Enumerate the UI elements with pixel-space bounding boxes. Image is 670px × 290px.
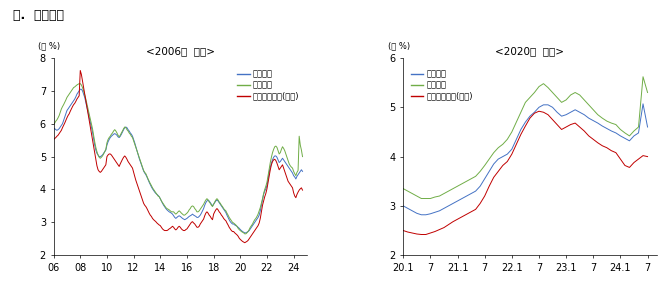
Title: <2006년  이후>: <2006년 이후> bbox=[146, 46, 215, 56]
Title: <2020년  이후>: <2020년 이후> bbox=[495, 46, 564, 56]
Text: 다.  대출금리: 다. 대출금리 bbox=[13, 9, 64, 22]
Text: (연 %): (연 %) bbox=[388, 41, 410, 50]
Text: (연 %): (연 %) bbox=[38, 41, 60, 50]
Legend: 가계대출, 기업대출, 주택담보대출(가계): 가계대출, 기업대출, 주택담보대출(가계) bbox=[234, 66, 303, 104]
Legend: 가계대출, 기업대출, 주택담보대출(가계): 가계대출, 기업대출, 주택담보대출(가계) bbox=[407, 66, 476, 104]
